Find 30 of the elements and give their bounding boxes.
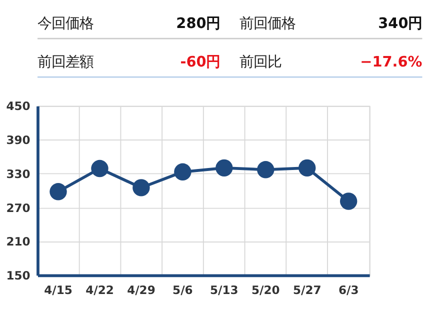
point: [174, 163, 192, 180]
text: −17.6%: [360, 54, 422, 70]
y-tick-label: 210: [6, 234, 30, 249]
x-tick-label: 6/3: [338, 282, 359, 297]
x-tick-label: 4/15: [44, 282, 72, 297]
x-tick-label: 4/22: [86, 282, 114, 297]
text: 前回価格: [239, 16, 296, 32]
text: 前回比: [239, 54, 282, 70]
y-tick-label: 270: [6, 200, 30, 215]
point: [298, 159, 316, 177]
y-tick-label: 330: [6, 166, 30, 181]
text: 340円: [378, 16, 422, 32]
point: [257, 161, 274, 178]
y-tick-label: 150: [6, 268, 30, 282]
x-tick-label: 4/29: [127, 282, 156, 297]
text: 280円: [176, 16, 220, 32]
point: [340, 192, 358, 210]
point: [132, 179, 150, 196]
point: [91, 160, 108, 178]
y-tick-label: 390: [6, 133, 30, 148]
text: -60円: [180, 54, 220, 70]
y-tick-label: 450: [6, 99, 30, 114]
x-tick-label: 5/6: [172, 282, 193, 297]
x-tick-label: 5/27: [292, 282, 322, 297]
text: 前回差額: [38, 54, 94, 70]
x-tick-label: 5/20: [251, 282, 280, 297]
point: [50, 183, 67, 200]
x-tick-label: 5/13: [210, 282, 238, 297]
text: 今回価格: [38, 16, 94, 32]
point: [216, 159, 233, 177]
